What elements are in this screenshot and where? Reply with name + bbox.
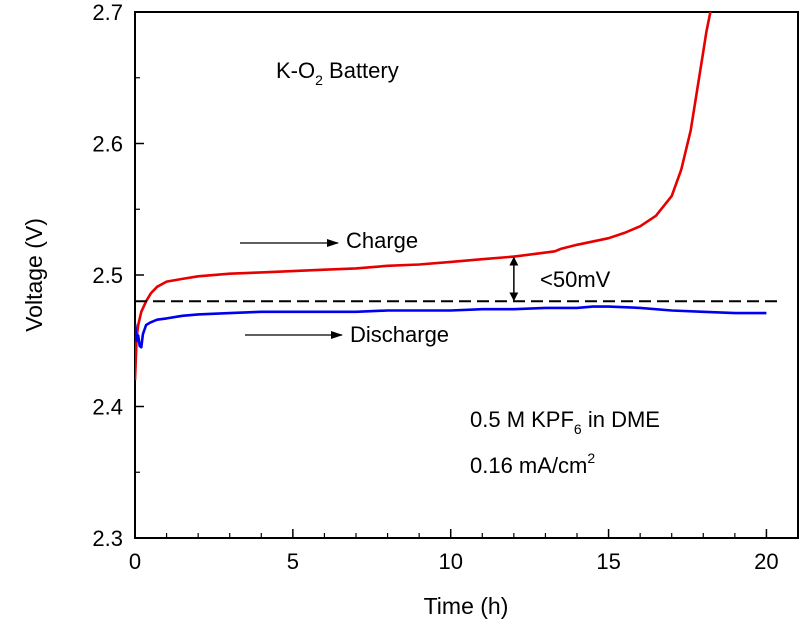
plot-area-frame [134, 11, 799, 539]
discharge-label: Discharge [350, 322, 449, 347]
y-axis-title: Voltage (V) [21, 218, 47, 332]
discharge-curve [135, 305, 767, 349]
current-density-label-superscript: 2 [587, 450, 595, 466]
x-tick-label: 5 [287, 549, 299, 574]
battery-label-rest: Battery [323, 58, 399, 83]
current-density-label: 0.16 mA/cm2 [470, 450, 595, 478]
battery-label-main: K-O [276, 58, 315, 83]
y-tick-label: 2.4 [92, 395, 123, 420]
y-tick-label: 2.6 [92, 132, 123, 157]
x-axis-title: Time (h) [424, 593, 509, 619]
charge-label: Charge [346, 228, 418, 253]
charge-curve [135, 12, 712, 381]
y-tick-label: 2.3 [92, 526, 123, 551]
battery-label: K-O2 Battery [276, 58, 399, 88]
x-tick-label: 10 [438, 549, 462, 574]
x-tick-label: 0 [129, 549, 141, 574]
electrolyte-label: 0.5 M KPF6 in DME [470, 407, 660, 437]
y-axis-ticks: 2.3 2.4 2.5 2.6 2.7 [92, 0, 144, 551]
electrolyte-label-rest: in DME [582, 407, 660, 432]
x-tick-label: 15 [596, 549, 620, 574]
electrolyte-label-main: 0.5 M KPF [470, 407, 574, 432]
electrolyte-label-subscript: 6 [574, 421, 582, 437]
y-tick-label: 2.7 [92, 0, 123, 25]
current-density-label-main: 0.16 mA/cm [470, 453, 587, 478]
y-tick-label: 2.5 [92, 263, 123, 288]
x-tick-label: 20 [754, 549, 778, 574]
voltage-gap-label: <50mV [540, 267, 611, 292]
x-axis-ticks: 0 5 10 15 20 [129, 529, 799, 574]
battery-label-subscript: 2 [315, 72, 323, 88]
